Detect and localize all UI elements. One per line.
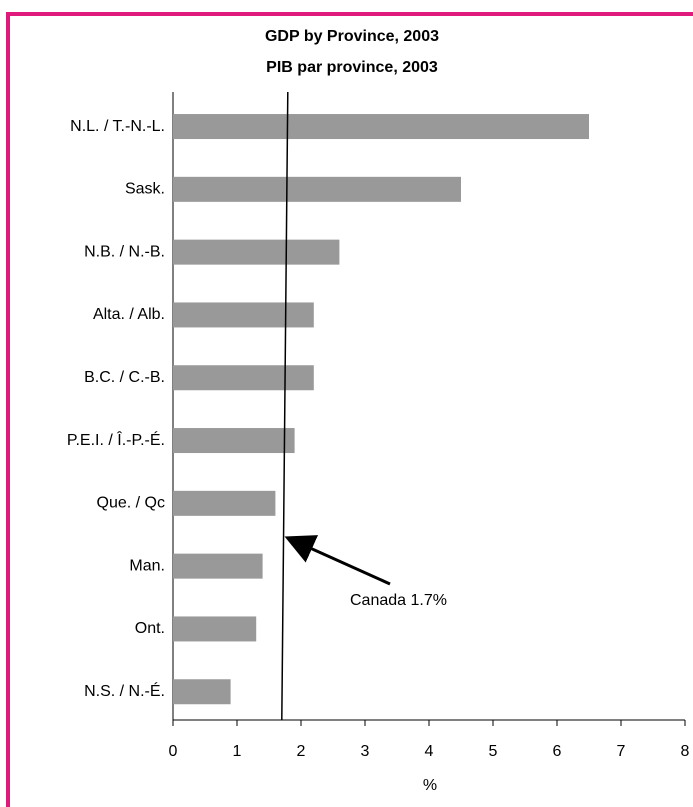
bar [173, 553, 263, 579]
bar [173, 428, 295, 454]
bar [173, 490, 276, 516]
x-tick-label: 8 [681, 743, 690, 760]
y-tick-label: Que. / Qc [97, 495, 165, 512]
annotation-arrow [284, 535, 391, 586]
x-tick-label: 7 [617, 743, 626, 760]
annotation: Canada 1.7% [350, 592, 447, 609]
y-tick-label: N.S. / N.-É. [84, 681, 165, 700]
y-tick-label: P.E.I. / Î.-P.-É. [67, 430, 165, 449]
chart-subtitle: PIB par province, 2003 [266, 59, 438, 76]
bar [173, 616, 257, 642]
x-tick-label: 5 [489, 743, 498, 760]
x-tick-label: 0 [169, 743, 178, 760]
y-tick-label: Sask. [125, 181, 165, 198]
bar [173, 302, 314, 328]
y-tick-label: Man. [129, 557, 165, 574]
x-tick-label: 4 [425, 743, 434, 760]
frame [6, 12, 693, 807]
y-tick-label: N.B. / N.-B. [84, 243, 165, 260]
x-tick-label: 6 [553, 743, 562, 760]
y-tick-label: N.L. / T.-N.-L. [70, 118, 165, 135]
x-tick-label: 3 [361, 743, 370, 760]
x-tick-label: 1 [233, 743, 242, 760]
y-tick-label: Alta. / Alb. [93, 306, 165, 323]
y-tick-label: B.C. / C.-B. [84, 369, 165, 386]
bar [173, 114, 589, 140]
y-tick-label: Ont. [135, 620, 165, 637]
chart-title: GDP by Province, 2003 [265, 28, 439, 45]
reference-line [281, 91, 289, 721]
bar [173, 679, 231, 705]
x-axis-label: % [423, 777, 437, 794]
bar [173, 176, 461, 202]
bar [173, 365, 314, 391]
x-tick-label: 2 [297, 743, 306, 760]
bar [173, 239, 340, 265]
